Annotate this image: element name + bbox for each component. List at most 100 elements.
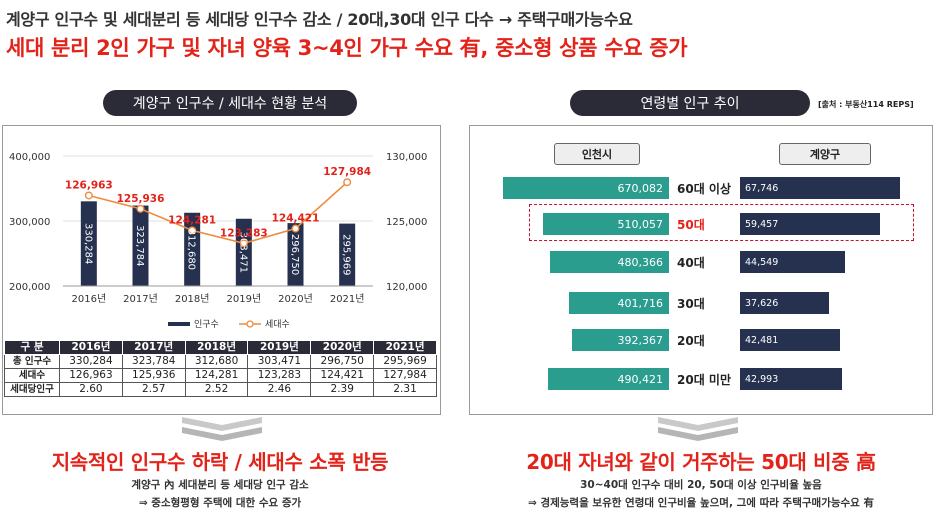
age-row: 480,366 40대 44,549 (470, 251, 930, 273)
age-group-label: 20대 미만 (677, 372, 731, 387)
source-note: [출처 : 부동산114 REPS] (818, 100, 914, 109)
table-cell: 303,471 (247, 354, 312, 369)
table-row-label: 세대수 (4, 368, 60, 383)
right-summary-line: ⇒ 경제능력을 보유한 연령대 인구비율 높으며, 그에 따라 주택구매가능수요… (528, 497, 874, 509)
population-bar (339, 223, 356, 286)
table-cell: 2.31 (373, 382, 437, 397)
left-summary-title: 지속적인 인구수 하락 / 세대수 소폭 반등 (51, 450, 389, 474)
chevron-down-icon (182, 417, 262, 441)
gyeyang-bar: 42,993 (740, 368, 842, 390)
table-cell: 124,421 (310, 368, 375, 383)
table-cell: 127,984 (373, 368, 437, 383)
table-header: 2020년 (310, 340, 375, 355)
table-cell: 296,750 (310, 354, 375, 369)
y-left-tick-label: 300,000 (9, 217, 50, 228)
households-label: 124,421 (272, 213, 320, 225)
incheon-bar: 490,421 (547, 368, 669, 390)
legend-population-swatch (168, 322, 190, 326)
header-title: 세대 분리 2인 가구 및 자녀 양육 3~4인 가구 수요 有, 중소형 상품… (6, 36, 688, 60)
population-bar-label: 323,784 (134, 225, 145, 266)
table-row-label: 세대당인구 (4, 382, 60, 397)
column-header-gyeyang: 계양구 (779, 143, 871, 165)
households-point (188, 226, 197, 235)
age-row: 670,082 60대 이상 67,746 (470, 177, 930, 199)
gyeyang-bar: 59,457 (740, 213, 881, 235)
table-cell: 2.39 (310, 382, 375, 397)
y-left-tick-label: 400,000 (9, 152, 50, 163)
x-tick-label: 2021년 (330, 293, 365, 305)
left-summary-line: 계양구 內 세대분리 등 세대당 인구 감소 (131, 479, 309, 491)
population-bar (287, 223, 304, 286)
x-tick-label: 2017년 (123, 293, 158, 305)
x-tick-label: 2019년 (227, 293, 262, 305)
households-label: 125,936 (117, 193, 165, 205)
x-tick-label: 2016년 (72, 293, 107, 305)
table-cell: 330,284 (59, 354, 123, 369)
incheon-bar: 480,366 (549, 251, 669, 273)
y-right-tick-label: 120,000 (386, 282, 427, 293)
population-bar-label: 330,284 (82, 223, 93, 264)
table-header: 2016년 (59, 340, 123, 355)
age-row: 510,057 50대 59,457 (470, 213, 930, 235)
legend-population-label: 인구수 (194, 319, 219, 330)
x-tick-label: 2020년 (278, 293, 313, 305)
households-label: 127,984 (323, 166, 371, 178)
table-cell: 323,784 (121, 354, 186, 369)
left-summary-line: ⇒ 중소형평형 주택에 대한 수요 증가 (138, 497, 302, 509)
right-summary-line: 30~40대 인구수 대비 20, 50대 이상 인구비율 높음 (580, 479, 822, 491)
population-bar (235, 218, 252, 286)
age-group-label: 30대 (677, 296, 705, 311)
y-right-tick-label: 125,000 (386, 217, 427, 228)
table-cell: 2.52 (184, 382, 249, 397)
age-population-panel (469, 125, 933, 415)
households-line (88, 181, 348, 245)
households-point (239, 239, 248, 248)
chevron-down-icon (658, 417, 738, 441)
age-row: 490,421 20대 미만 42,993 (470, 368, 930, 390)
gyeyang-bar: 37,626 (740, 292, 829, 314)
table-header: 2018년 (184, 340, 249, 355)
population-table: 구 분 2016년 2017년 2018년 2019년 2020년 2021년 … (4, 340, 437, 397)
incheon-bar: 401,716 (569, 292, 669, 314)
population-panel: 330,284 323,784 312,680 303,471 296,750 295,9… (2, 125, 441, 415)
households-point (84, 191, 93, 200)
age-group-label: 60대 이상 (677, 181, 731, 196)
right-summary-title: 20대 자녀와 같이 거주하는 50대 비중 高 (526, 450, 876, 474)
y-right-tick-label: 130,000 (386, 152, 427, 163)
legend-households-label: 세대수 (265, 319, 290, 330)
column-header-incheon: 인천시 (554, 143, 640, 165)
table-cell: 123,283 (247, 368, 312, 383)
age-group-label: 40대 (677, 255, 705, 270)
table-header: 2021년 (373, 340, 437, 355)
table-cell: 2.60 (59, 382, 123, 397)
population-bar-label: 312,680 (186, 229, 197, 270)
gyeyang-bar: 67,746 (740, 177, 900, 199)
population-household-chart: 330,284 323,784 312,680 303,471 296,750 295,9… (9, 152, 427, 330)
age-row: 401,716 30대 37,626 (470, 292, 930, 314)
table-header: 2019년 (247, 340, 312, 355)
legend-households-swatch (246, 320, 254, 328)
households-label: 123,283 (220, 227, 268, 239)
incheon-bar: 510,057 (542, 213, 669, 235)
table-row: 총 인구수 330,284 323,784 312,680 303,471 29… (4, 354, 437, 369)
households-point (343, 178, 352, 187)
households-label: 124,281 (168, 214, 216, 226)
table-cell: 295,969 (373, 354, 437, 369)
table-cell: 126,963 (59, 368, 123, 383)
incheon-bar: 392,367 (571, 329, 669, 351)
households-label: 126,963 (65, 179, 113, 191)
population-bar (80, 201, 97, 286)
right-section-title: 연령별 인구 추이 (570, 90, 810, 116)
table-row: 세대당인구 2.60 2.57 2.52 2.46 2.39 2.31 (4, 382, 437, 397)
population-bar-label: 303,471 (237, 232, 248, 273)
age-group-label: 20대 (677, 333, 705, 348)
gyeyang-bar: 44,549 (740, 251, 846, 273)
table-header: 구 분 (4, 340, 60, 355)
households-point (136, 204, 145, 213)
x-tick-label: 2018년 (175, 293, 210, 305)
left-section-title: 계양구 인구수 / 세대수 현황 분석 (103, 90, 357, 116)
table-row-label: 총 인구수 (4, 354, 60, 369)
table-cell: 125,936 (121, 368, 186, 383)
y-left-tick-label: 200,000 (9, 282, 50, 293)
table-row: 세대수 126,963 125,936 124,281 123,283 124,… (4, 368, 437, 383)
